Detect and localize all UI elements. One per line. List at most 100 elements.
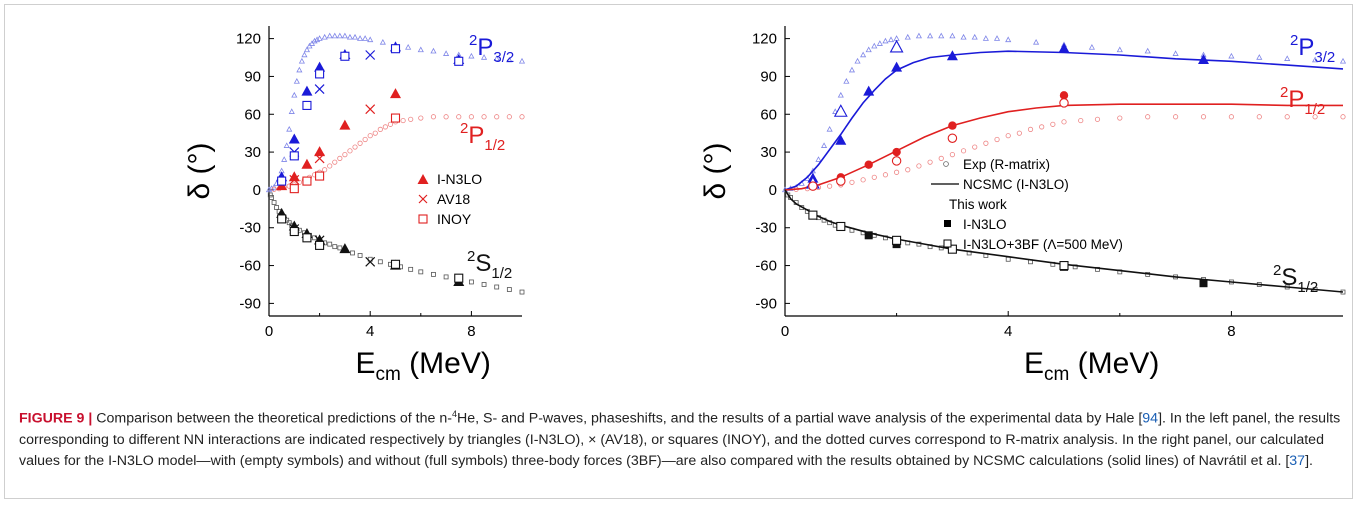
right-exp-point-p32 (904, 33, 911, 40)
right-marker-i-n3lo-p12 (948, 121, 957, 130)
right-exp-point-p32 (860, 51, 867, 58)
right-exp-point-s12 (1005, 256, 1011, 262)
right-exp-point-p32 (826, 125, 833, 132)
left-exp-point-p32 (281, 156, 288, 162)
right-wave-label-p32: 2P3/2 (1290, 32, 1335, 66)
right-exp-point-p32 (915, 32, 922, 39)
left-marker-i-n3lo-p12 (288, 171, 300, 182)
left-marker-inoy-p32 (302, 100, 312, 110)
left-exp-point-p32 (288, 108, 295, 114)
right-exp-point-p12 (893, 169, 900, 175)
right-legend-marker-0 (943, 161, 949, 167)
right-exp-point-p12 (882, 172, 889, 178)
left-marker-av18-p12 (314, 153, 325, 164)
left-exp-point-s12 (269, 195, 274, 200)
right-x-label-sub: cm (1044, 364, 1069, 385)
left-exp-point-p12 (408, 116, 414, 122)
left-exp-point-p12 (494, 114, 500, 120)
left-y-tick-label: 0 (253, 182, 261, 199)
right-marker-i-n3lo-p32 (946, 50, 958, 61)
left-exp-point-p12 (372, 130, 378, 136)
left-marker-i-n3lo-p32 (301, 85, 313, 96)
right-ncsmc-line-p12 (784, 103, 1343, 191)
left-exp-point-s12 (332, 244, 338, 250)
left-y-tick-label: -30 (239, 220, 261, 237)
right-marker-i-n3lo-p32 (891, 61, 903, 72)
right-wave-label-sub: 1/2 (1304, 101, 1325, 118)
right-marker-i-n3lo-s12 (864, 231, 873, 240)
left-marker-i-n3lo-p12 (301, 158, 313, 169)
left-marker-av18-p12 (365, 104, 376, 115)
left-exp-point-p32 (379, 38, 386, 45)
left-exp-point-p32 (265, 186, 273, 193)
left-legend-label-2: INOY (437, 211, 472, 227)
left-exp-point-s12 (327, 241, 333, 247)
right-exp-point-p12 (960, 148, 967, 154)
left-exp-point-p12 (456, 114, 462, 120)
left-exp-point-p12 (468, 114, 474, 120)
right-exp-point-p32 (832, 108, 839, 114)
left-exp-point-p12 (322, 167, 328, 173)
right-exp-point-p12 (1200, 114, 1207, 120)
left-exp-point-p32 (303, 46, 311, 53)
left-wave-label-pre: 2 (467, 248, 475, 265)
right-exp-point-p12 (1228, 114, 1235, 120)
left-wave-label-main: P (468, 122, 484, 149)
right-exp-point-p12 (1145, 114, 1151, 120)
right-wave-label-pre: 2 (1273, 262, 1281, 279)
left-legend-marker-0 (417, 174, 429, 184)
right-legend-label-0: Exp (R-matrix) (963, 157, 1050, 172)
left-marker-av18-p32 (365, 50, 376, 60)
right-y-tick-label: 30 (760, 144, 777, 161)
left-wave-label-sub: 1/2 (491, 265, 512, 282)
right-wave-label-main: P (1298, 34, 1314, 61)
left-exp-point-p32 (298, 57, 305, 64)
right-marker-i-n3lo-p32 (1058, 42, 1070, 53)
right-wave-label-p12: 2P1/2 (1280, 84, 1325, 118)
left-exp-point-p32 (321, 33, 328, 40)
left-exp-point-p12 (443, 114, 449, 120)
left-exp-point-p32 (468, 52, 475, 59)
left-exp-point-p32 (443, 50, 450, 56)
right-x-tick-label: 8 (1227, 323, 1235, 340)
right-exp-point-p12 (938, 155, 944, 161)
right-ncsmc-line-p32 (784, 50, 1344, 191)
right-exp-point-p32 (893, 35, 900, 41)
right-wave-label-sub: 3/2 (1314, 49, 1335, 66)
figure-frame: -90 -60 -30 0 30 60 90 120 0 4 8 Ecm (MeV) δ (°) 2P3/… (4, 4, 1353, 499)
left-exp-point-p12 (382, 124, 388, 130)
left-marker-av18-s12 (365, 256, 376, 267)
left-marker-inoy-s12 (454, 273, 464, 283)
citation-link-94[interactable]: 94 (1142, 410, 1159, 427)
left-exp-point-p32 (283, 142, 290, 148)
left-exp-point-s12 (357, 253, 363, 258)
left-exp-point-s12 (271, 200, 277, 205)
left-exp-point-p32 (326, 32, 333, 39)
left-exp-point-s12 (350, 250, 355, 256)
left-exp-point-p32 (351, 33, 359, 40)
right-exp-point-p12 (972, 144, 978, 150)
right-exp-point-p32 (971, 33, 978, 40)
figure-caption: FIGURE 9 | Comparison between the theore… (19, 404, 1344, 472)
right-exp-point-p32 (1005, 36, 1012, 43)
left-wave-label-main: S (475, 250, 491, 277)
left-exp-point-p12 (377, 126, 383, 132)
left-exp-point-p12 (400, 117, 406, 124)
right-exp-point-p32 (837, 91, 844, 98)
left-exp-point-p12 (337, 155, 343, 161)
right-y-tick-label: 120 (752, 31, 777, 48)
left-y-tick-label: 120 (236, 31, 261, 48)
right-x-label-main: E (1024, 347, 1044, 380)
right-exp-point-p12 (994, 136, 1000, 143)
left-marker-inoy-p32 (340, 51, 350, 61)
left-y-tick-label: 60 (244, 106, 261, 123)
citation-link-37[interactable]: 37 (1289, 452, 1306, 469)
left-x-tick-label: 4 (366, 323, 374, 340)
right-wave-label-main: P (1288, 86, 1304, 113)
right-marker-i-n3lo-p32 (835, 134, 847, 145)
left-exp-point-s12 (337, 245, 343, 251)
right-marker-i-n3lo-3bf-500-mev--s12 (947, 244, 957, 254)
left-exp-point-p32 (316, 35, 323, 41)
right-exp-point-p12 (983, 140, 989, 146)
